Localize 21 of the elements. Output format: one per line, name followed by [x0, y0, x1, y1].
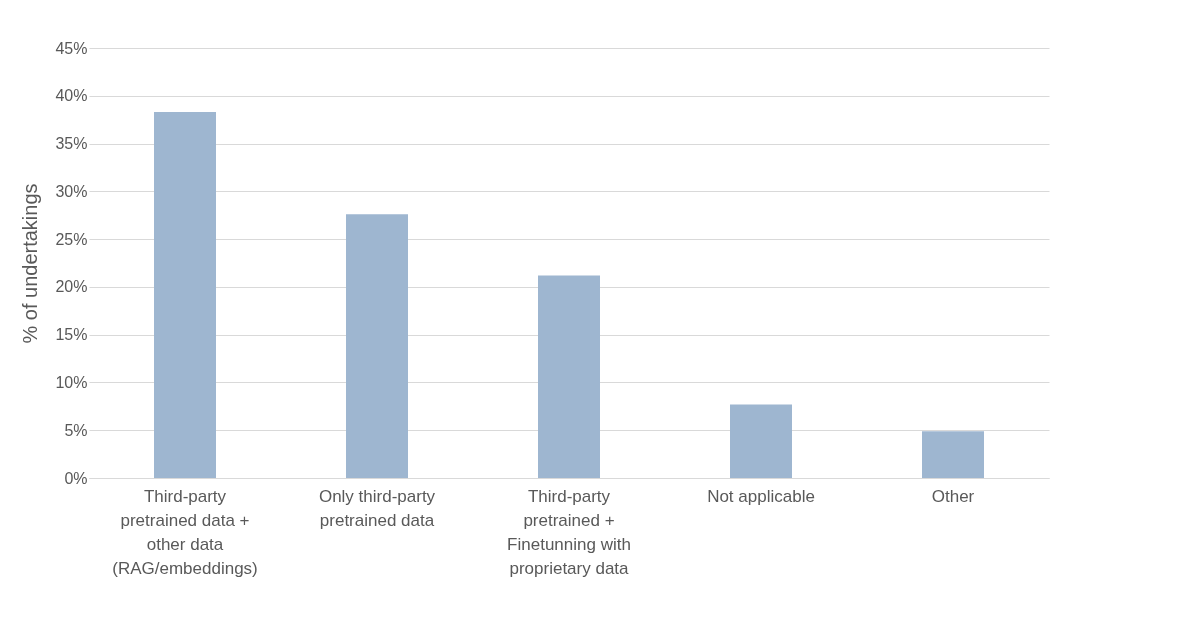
y-tick-label: 25% — [55, 230, 88, 248]
bar — [730, 404, 792, 478]
y-tick-label: 35% — [55, 135, 88, 153]
y-tick-label: 5% — [64, 421, 88, 439]
x-tick-label: Not applicable — [707, 486, 815, 506]
y-tick-label: 40% — [55, 87, 88, 105]
y-tick-label: 20% — [55, 278, 88, 296]
x-tick-label: Only third-party pretrained data — [318, 486, 436, 530]
x-tick-label: Third-party pretrained + Finetunning with proprietary data — [507, 486, 631, 578]
y-tick-label: 10% — [55, 373, 88, 391]
x-tick-label: Third-party pretrained data + other data (RAG/embeddings) — [112, 486, 258, 578]
y-tick-label: 15% — [55, 326, 88, 344]
x-tick-label: Other — [931, 486, 975, 506]
bar — [922, 431, 984, 478]
bar — [346, 214, 408, 478]
y-tick-label: 30% — [55, 182, 88, 200]
bar — [154, 112, 216, 478]
y-axis-title: % of undertakings — [19, 183, 42, 344]
bar — [538, 275, 600, 478]
y-tick-label: 45% — [55, 39, 88, 57]
y-tick-label: 0% — [64, 469, 88, 487]
